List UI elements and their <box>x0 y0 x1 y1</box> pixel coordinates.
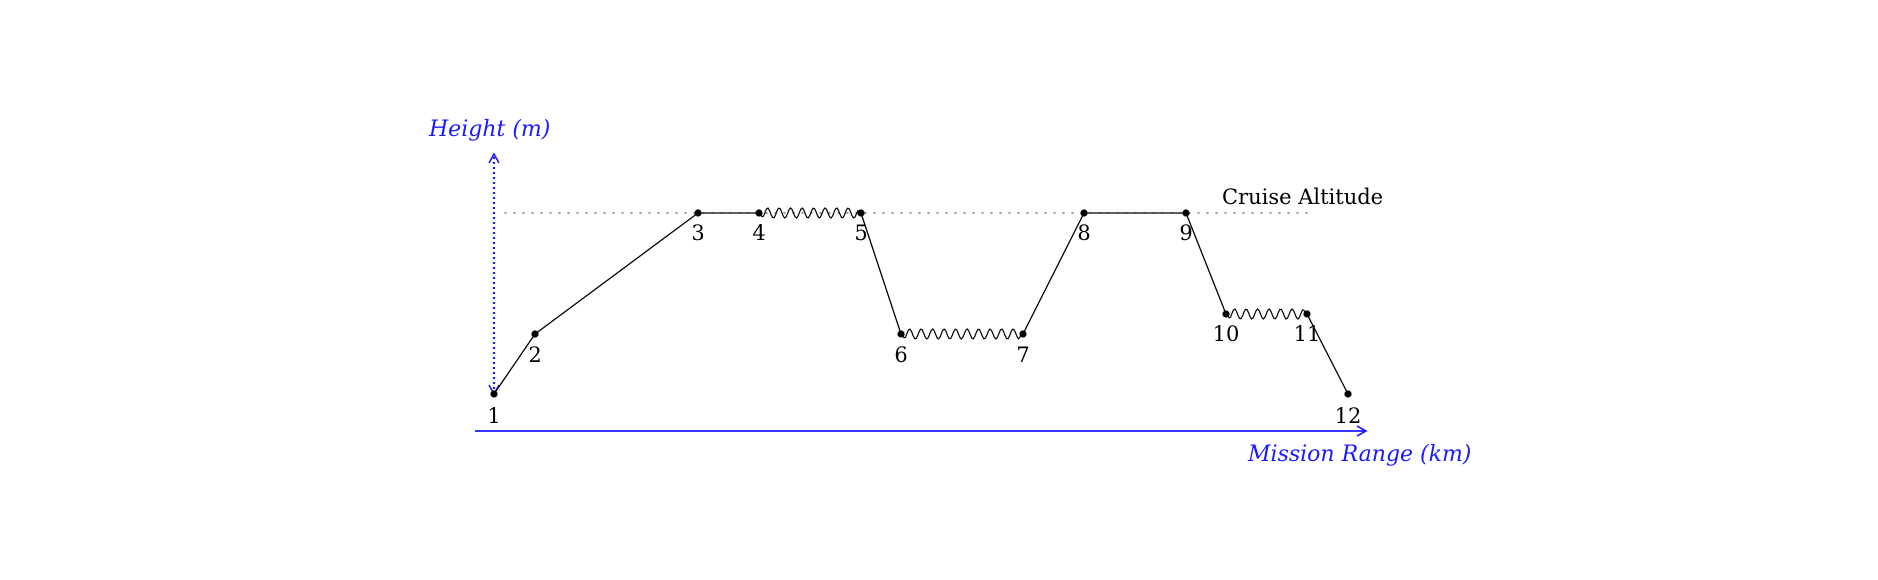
y-axis-label: Height (m) <box>428 117 550 142</box>
waypoint-label-1: 1 <box>487 404 500 428</box>
segment-9-10 <box>1185 212 1227 315</box>
waypoint-6 <box>897 330 905 338</box>
waypoint-2 <box>531 330 539 338</box>
segment-7-8 <box>1022 212 1085 335</box>
segment-1-2 <box>493 333 536 395</box>
waypoint-label-12: 12 <box>1335 404 1362 428</box>
waypoint-label-6: 6 <box>894 343 907 367</box>
segment-10-11 <box>1225 308 1308 320</box>
waypoints <box>490 209 1352 398</box>
waypoint-label-3: 3 <box>691 221 704 245</box>
waypoint-label-7: 7 <box>1016 343 1029 367</box>
x-axis-label: Mission Range (km) <box>1247 442 1471 467</box>
cruise-altitude-label: Cruise Altitude <box>1222 185 1383 209</box>
waypoint-4 <box>755 209 763 217</box>
segment-5-6 <box>860 212 902 335</box>
waypoint-8 <box>1080 209 1088 217</box>
flight-path <box>493 207 1349 395</box>
segment-4-5 <box>758 207 862 219</box>
waypoint-12 <box>1344 390 1352 398</box>
waypoint-5 <box>857 209 865 217</box>
segment-6-7 <box>900 328 1024 340</box>
waypoint-label-8: 8 <box>1077 221 1090 245</box>
waypoint-1 <box>490 390 498 398</box>
waypoint-label-9: 9 <box>1179 221 1192 245</box>
waypoint-9 <box>1182 209 1190 217</box>
waypoint-11 <box>1303 310 1311 318</box>
waypoint-label-5: 5 <box>854 221 867 245</box>
waypoint-10 <box>1222 310 1230 318</box>
waypoint-label-11: 11 <box>1294 322 1321 346</box>
waypoint-label-4: 4 <box>752 221 765 245</box>
waypoint-7 <box>1019 330 1027 338</box>
waypoint-3 <box>694 209 702 217</box>
segment-11-12 <box>1306 313 1349 395</box>
waypoint-label-2: 2 <box>528 343 541 367</box>
waypoint-label-10: 10 <box>1213 322 1240 346</box>
segment-2-3 <box>534 212 699 335</box>
